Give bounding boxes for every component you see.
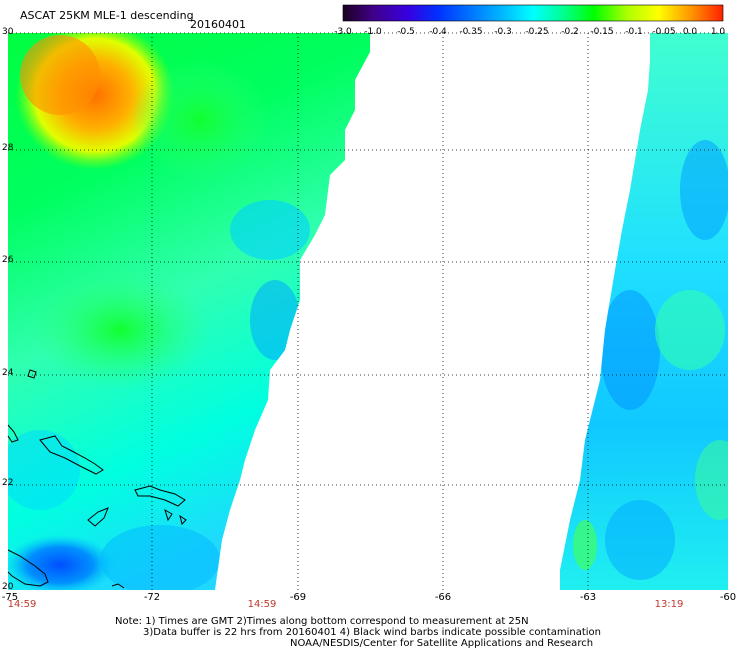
swath-east (560, 33, 728, 590)
graticule (8, 32, 728, 590)
colorbar-label: -0.25 (525, 27, 549, 37)
lat-label: 22 (2, 478, 14, 488)
lat-label: 26 (2, 255, 14, 265)
colorbar-label: -0.05 (652, 27, 676, 37)
coastlines (7, 369, 187, 589)
lon-label: -60 (719, 592, 737, 603)
lat-label: 28 (2, 143, 14, 153)
lon-label: -63 (579, 592, 597, 603)
pass-time: 13:19 (654, 599, 684, 610)
colorbar-label: -0.5 (397, 27, 415, 37)
colorbar-label: -1.0 (364, 27, 382, 37)
colorbar-label: -0.1 (625, 27, 643, 37)
colorbar-label: -0.2 (561, 27, 579, 37)
note-line-3: NOAA/NESDIS/Center for Satellite Applica… (290, 638, 594, 649)
colorbar-label: 0.0 (682, 27, 698, 37)
lon-label: -69 (289, 592, 307, 603)
lat-label: 24 (2, 368, 14, 378)
lat-label: 20 (2, 582, 14, 592)
colorbar-label: -0.4 (429, 27, 447, 37)
chart-date: 20160401 (190, 18, 246, 31)
pass-time: 14:59 (7, 599, 37, 610)
note-line-2: 3)Data buffer is 22 hrs from 20160401 4)… (143, 627, 601, 638)
lon-label: -75 (1, 592, 19, 603)
lon-label: -66 (434, 592, 452, 603)
colorbar-label: -0.15 (590, 27, 614, 37)
colorbar-label: -3.0 (334, 27, 352, 37)
colorbar-label: 1.0 (710, 27, 726, 37)
colorbar-label: -0.3 (494, 27, 512, 37)
pass-time: 14:59 (247, 599, 277, 610)
note-line-1: Note: 1) Times are GMT 2)Times along bot… (115, 616, 529, 627)
lon-label: -72 (143, 592, 161, 603)
colorbar-label: -0.35 (459, 27, 483, 37)
swath-west (8, 33, 370, 590)
lat-label: 30 (2, 27, 14, 37)
colorbar (342, 4, 724, 22)
chart-title: ASCAT 25KM MLE-1 descending (20, 9, 194, 22)
